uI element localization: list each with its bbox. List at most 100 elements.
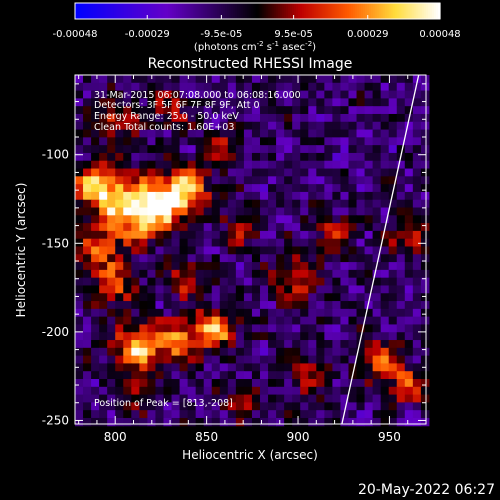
heatmap-cell — [91, 386, 100, 396]
heatmap-cell — [155, 410, 164, 419]
heatmap-cell — [316, 223, 325, 232]
heatmap-cell — [187, 230, 197, 240]
heatmap-cell — [396, 113, 406, 123]
heatmap-cell — [179, 355, 189, 364]
heatmap-cell — [276, 355, 285, 364]
heatmap-cell — [268, 285, 277, 294]
heatmap-cell — [163, 316, 173, 325]
heatmap-cell — [83, 238, 92, 247]
heatmap-cell — [155, 371, 164, 380]
colorbar-segment — [113, 3, 117, 19]
heatmap-cell — [131, 137, 140, 146]
heatmap-cell — [332, 230, 341, 240]
heatmap-cell — [372, 332, 382, 341]
heatmap-cell — [163, 90, 173, 99]
heatmap-cell — [99, 417, 108, 427]
heatmap-cell — [187, 215, 197, 224]
heatmap-cell — [107, 246, 116, 255]
heatmap-cell — [147, 215, 156, 224]
heatmap-cell — [179, 215, 189, 224]
heatmap-cell — [83, 168, 92, 177]
heatmap-cell — [292, 176, 301, 185]
heatmap-cell — [179, 106, 189, 115]
heatmap-cell — [243, 98, 253, 107]
heatmap-cell — [123, 106, 132, 115]
heatmap-cell — [380, 363, 390, 372]
heatmap-cell — [107, 160, 116, 170]
heatmap-cell — [115, 223, 124, 232]
heatmap-cell — [171, 75, 181, 84]
heatmap-cell — [179, 176, 189, 185]
heatmap-cell — [211, 324, 221, 333]
colorbar-segment — [289, 3, 293, 19]
heatmap-cell — [179, 152, 189, 162]
heatmap-cell — [380, 417, 390, 427]
colorbar-tick-label: 0.00029 — [347, 29, 388, 40]
colorbar-segment — [395, 3, 399, 19]
heatmap-cell — [227, 324, 237, 333]
heatmap-cell — [171, 379, 181, 388]
heatmap-cell — [107, 347, 116, 357]
colorbar-segment — [415, 3, 419, 19]
heatmap-cell — [420, 340, 430, 349]
heatmap-cell — [396, 402, 406, 411]
heatmap-cell — [372, 410, 382, 419]
heatmap-cell — [195, 160, 205, 170]
colorbar-segment — [239, 3, 242, 19]
heatmap-cell — [364, 308, 374, 318]
heatmap-cell — [276, 301, 285, 310]
heatmap-cell — [276, 129, 285, 138]
heatmap-cell — [324, 394, 333, 403]
heatmap-cell — [404, 207, 414, 216]
heatmap-cell — [115, 285, 124, 294]
heatmap-cell — [219, 98, 229, 107]
heatmap-cell — [292, 230, 301, 240]
heatmap-cell — [155, 308, 164, 318]
colorbar-segment — [156, 3, 159, 19]
heatmap-cell — [380, 184, 390, 193]
heatmap-cell — [380, 121, 390, 131]
heatmap-cell — [324, 347, 333, 357]
heatmap-cell — [300, 301, 309, 310]
heatmap-cell — [396, 340, 406, 349]
heatmap-cell — [348, 410, 358, 419]
heatmap-cell — [91, 160, 100, 170]
heatmap-cell — [99, 207, 108, 216]
heatmap-cell — [155, 301, 164, 310]
heatmap-cell — [372, 82, 382, 92]
heatmap-cell — [163, 176, 173, 185]
colorbar-segment — [381, 3, 384, 19]
heatmap-cell — [420, 301, 430, 310]
heatmap-cell — [107, 379, 116, 388]
heatmap-cell — [251, 293, 261, 302]
colorbar-segment — [164, 3, 167, 19]
heatmap-cell — [276, 230, 285, 240]
colorbar-segment — [172, 3, 175, 19]
heatmap-cell — [211, 129, 221, 138]
heatmap-cell — [219, 223, 229, 232]
heatmap-cell — [219, 145, 229, 154]
heatmap-cell — [171, 168, 181, 177]
heatmap-cell — [91, 277, 100, 286]
heatmap-cell — [348, 152, 358, 162]
heatmap-cell — [348, 269, 358, 279]
colorbar-segment — [425, 3, 429, 19]
heatmap-cell — [203, 332, 213, 341]
heatmap-cell — [179, 371, 189, 380]
heatmap-cell — [300, 316, 309, 325]
heatmap-cell — [219, 113, 229, 123]
heatmap-cell — [324, 262, 333, 271]
heatmap-cell — [131, 82, 140, 92]
heatmap-cell — [372, 75, 382, 84]
heatmap-cell — [324, 402, 333, 411]
heatmap-cell — [396, 254, 406, 263]
heatmap-cell — [316, 355, 325, 364]
heatmap-cell — [404, 269, 414, 279]
colorbar-segment — [121, 3, 125, 19]
heatmap-cell — [340, 332, 349, 341]
heatmap-cell — [91, 230, 100, 240]
heatmap-cell — [251, 301, 261, 310]
colorbar-segment — [137, 3, 141, 19]
heatmap-cell — [292, 285, 301, 294]
heatmap-cell — [227, 145, 237, 154]
